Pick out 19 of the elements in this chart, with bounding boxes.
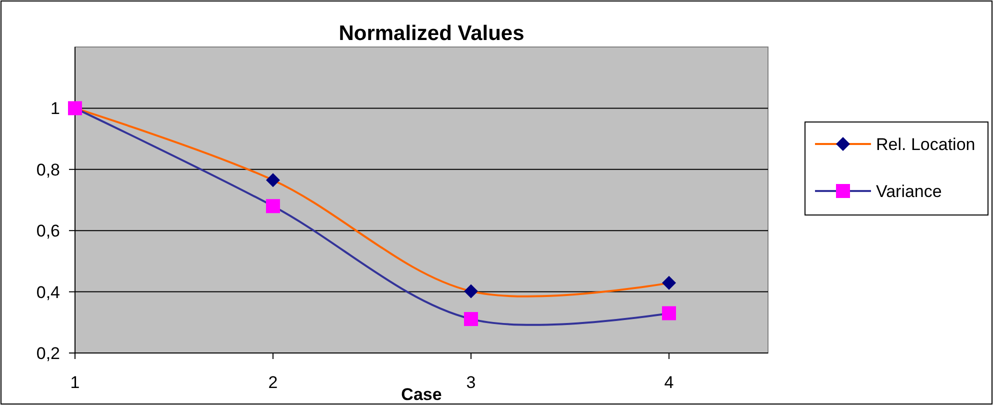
y-tick-label: 0,6 (36, 222, 60, 241)
y-tick-label: 1 (50, 99, 60, 118)
x-tick-label: 2 (268, 373, 278, 392)
y-tick-label: 0,4 (36, 282, 60, 302)
chart-title: Normalized Values (338, 22, 524, 45)
point (266, 199, 280, 214)
legend-label: Variance (876, 182, 942, 201)
y-tick-label: 0,8 (36, 160, 60, 180)
x-tick-label: 3 (466, 373, 476, 392)
point (464, 284, 478, 298)
legend-label: Rel. Location (876, 135, 976, 154)
point (662, 306, 676, 320)
point (266, 173, 280, 188)
x-axis-title: Case (401, 385, 442, 404)
point (464, 312, 478, 326)
y-tick-label: 0,2 (36, 344, 60, 363)
x-tick-label: 1 (70, 373, 80, 392)
x-tick-label: 4 (664, 373, 674, 392)
point (662, 276, 676, 290)
